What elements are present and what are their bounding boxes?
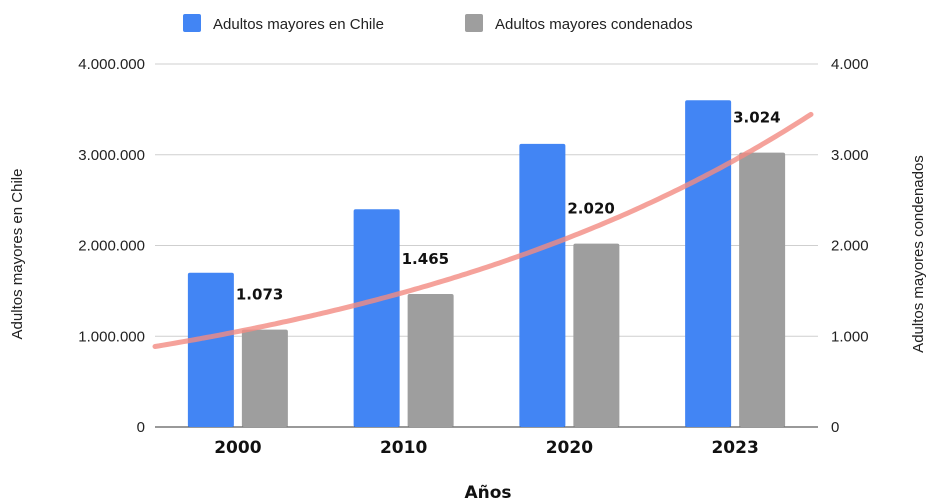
- bar-series-1: [685, 100, 732, 428]
- y-axis-right-title: Adultos mayores condenados: [910, 155, 926, 353]
- bar-series-1: [519, 143, 566, 428]
- y-tick-label-right: 2.000: [831, 238, 869, 255]
- y-tick-label-right: 1.000: [831, 328, 869, 345]
- y-tick-label-right: 4.000: [831, 56, 869, 73]
- y-axis-left: 0 1.000.000 2.000.000 3.000.000 4.000.000: [78, 56, 145, 436]
- bar-series-1: [187, 272, 234, 427]
- bar-series-2: [241, 329, 288, 427]
- y-tick-label-right: 0: [831, 419, 839, 436]
- bar-series-2: [407, 294, 454, 427]
- x-tick-label: 2000: [214, 438, 261, 458]
- legend-label-series-1: Adultos mayores en Chile: [213, 16, 384, 33]
- y-tick-label-left: 3.000.000: [78, 147, 145, 164]
- y-tick-label-left: 0: [137, 419, 145, 436]
- x-axis: 2000 2010 2020 2023: [214, 438, 759, 458]
- data-label: 3.024: [733, 109, 780, 127]
- x-tick-label: 2020: [546, 438, 593, 458]
- legend-swatch-series-1: [183, 14, 201, 32]
- trendline-path: [152, 111, 814, 349]
- bar-series-2: [573, 243, 620, 427]
- y-tick-label-left: 1.000.000: [78, 328, 145, 345]
- data-label: 2.020: [567, 200, 614, 218]
- y-axis-right: 0 1.000 2.000 3.000 4.000: [831, 56, 869, 436]
- bar-series-1: [353, 209, 400, 427]
- y-tick-label-right: 3.000: [831, 147, 869, 164]
- y-tick-label-left: 2.000.000: [78, 238, 145, 255]
- x-tick-label: 2023: [711, 438, 758, 458]
- legend: Adultos mayores en Chile Adultos mayores…: [183, 14, 693, 33]
- legend-label-series-2: Adultos mayores condenados: [495, 16, 693, 33]
- y-axis-left-title: Adultos mayores en Chile: [9, 169, 26, 340]
- bar-series-2: [739, 152, 786, 427]
- data-label: 1.465: [402, 250, 449, 268]
- data-labels: 1.073 1.465 2.020 3.024: [236, 109, 781, 304]
- data-label: 1.073: [236, 286, 283, 304]
- y-tick-label-left: 4.000.000: [78, 56, 145, 73]
- legend-swatch-series-2: [465, 14, 483, 32]
- x-tick-label: 2010: [380, 438, 427, 458]
- bars: [187, 100, 786, 428]
- trendline: [152, 111, 814, 349]
- x-axis-title: Años: [464, 483, 511, 503]
